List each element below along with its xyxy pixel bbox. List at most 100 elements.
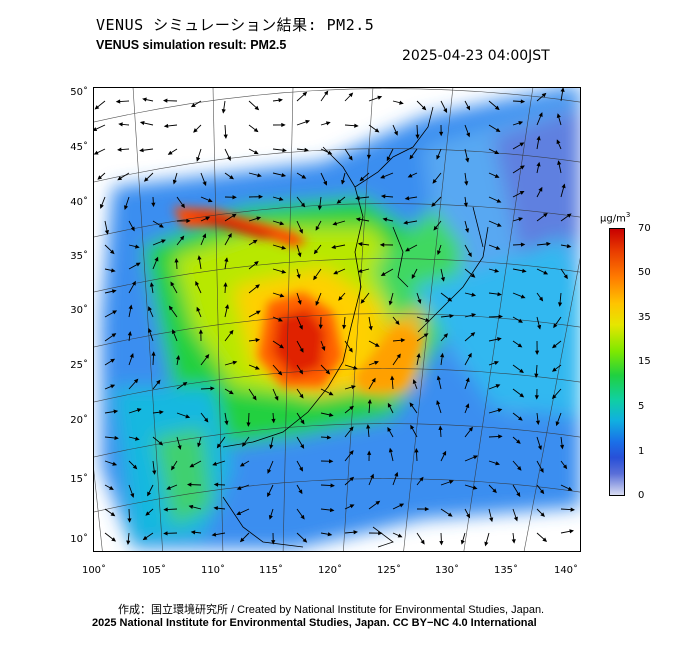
wind-vector-head <box>494 105 500 111</box>
wind-vector-head <box>375 500 381 506</box>
colorbar-tick: 70 <box>638 223 651 234</box>
wind-vector-head <box>333 270 339 275</box>
lon-label: 115˚ <box>258 565 284 576</box>
wind-vector-head <box>382 217 388 222</box>
wind-vector-head <box>421 105 427 111</box>
wind-vector-head <box>253 127 259 133</box>
wind-vector-head <box>110 384 116 389</box>
wind-vector-head <box>318 324 323 330</box>
wind-vector-head <box>115 99 121 104</box>
wind-vector-head <box>348 155 353 161</box>
colorbar-tick: 1 <box>638 446 645 457</box>
wind-vector-head <box>404 196 410 201</box>
wind-vector-head <box>327 532 333 537</box>
wind-vector-head <box>518 416 523 421</box>
wind-vector-head <box>196 156 201 162</box>
wind-vector-head <box>328 391 334 396</box>
wind-vector-head <box>538 296 544 302</box>
lon-label: 135˚ <box>493 565 519 576</box>
wind-vector-head <box>387 427 392 432</box>
wind-vector-head <box>149 282 154 287</box>
wind-vector-head <box>513 516 518 522</box>
wind-vector-head <box>366 154 372 160</box>
wind-vector-head <box>442 450 447 456</box>
wind-vector-head <box>111 537 117 542</box>
wind-vector-head <box>473 455 478 460</box>
wind-vector-head <box>196 306 201 312</box>
wind-vector-head <box>313 249 319 255</box>
wind-vector-head <box>447 512 453 517</box>
wind-vector-head <box>174 258 179 263</box>
wind-vector-head <box>465 157 470 163</box>
wind-vector-head <box>256 216 262 221</box>
wind-vector-head <box>534 395 539 400</box>
wind-vector-head <box>417 299 422 304</box>
colorbar-tick: 5 <box>638 401 645 412</box>
wind-vector-head <box>470 332 476 337</box>
wind-vector-head <box>143 177 149 182</box>
wind-vector-head <box>498 314 504 319</box>
wind-vector-head <box>232 360 238 365</box>
wind-vector-head <box>299 228 303 234</box>
wind-vector-head <box>570 507 575 512</box>
wind-vector-head <box>152 470 157 475</box>
wind-vector-head <box>519 191 525 195</box>
wind-vector-head <box>277 370 283 376</box>
wind-vector-head <box>190 530 196 535</box>
lon-label: 125˚ <box>376 565 402 576</box>
wind-vector-head <box>255 365 260 370</box>
wind-vector-head <box>255 284 260 289</box>
wind-vector-head <box>546 241 551 247</box>
wind-vector-head <box>390 375 395 381</box>
wind-vector-head <box>423 333 429 338</box>
wind-vector-head <box>300 514 305 520</box>
wind-vector-head <box>324 90 329 96</box>
wind-vector-head <box>315 301 320 306</box>
wind-vector-head <box>379 242 385 247</box>
wind-vector-head <box>536 161 541 167</box>
wind-vector-head <box>300 202 306 208</box>
wind-vector-head <box>552 394 557 400</box>
colorbar-tick: 35 <box>638 312 651 323</box>
wind-vector-head <box>496 198 502 203</box>
wind-vector-head <box>517 343 523 348</box>
copyright-line: 2025 National Institute for Environmenta… <box>92 617 537 629</box>
wind-vector-head <box>128 304 133 310</box>
wind-vector-head <box>212 461 217 466</box>
wind-vector-head <box>374 342 380 347</box>
wind-vector-head <box>494 174 500 178</box>
wind-vector-head <box>355 217 361 222</box>
wind-vector-head <box>129 353 134 358</box>
wind-vector-head <box>147 327 152 333</box>
wind-vector-head <box>156 379 161 385</box>
lat-label: 50˚ <box>70 87 88 98</box>
wind-vector-head <box>419 476 424 482</box>
wind-vector-head <box>468 426 473 432</box>
wind-vector-head <box>229 175 234 180</box>
wind-vector-head <box>186 482 192 487</box>
wind-vector-head <box>186 218 191 223</box>
wind-vector-head <box>180 203 185 209</box>
wind-vector-head <box>425 317 430 322</box>
wind-vector-head <box>139 121 145 126</box>
wind-vector-head <box>569 529 574 534</box>
wind-vector-head <box>400 338 406 343</box>
wind-vector-head <box>110 511 116 517</box>
wind-vector-head <box>393 130 398 136</box>
wind-vector-head <box>543 270 549 275</box>
wind-vector-head <box>109 249 115 255</box>
wind-vector-head <box>534 373 539 379</box>
wind-vector-head <box>271 418 276 424</box>
forecast-timestamp: 2025-04-23 04:00JST <box>402 48 550 64</box>
wind-vector-head <box>112 310 118 315</box>
wind-vector-head <box>185 414 191 419</box>
wind-vector-head <box>542 537 548 542</box>
title-english: VENUS simulation result: PM2.5 <box>96 38 287 52</box>
wind-vector-head <box>368 326 373 331</box>
wind-vector-head <box>269 444 274 450</box>
wind-vector-head <box>399 503 405 508</box>
wind-vector-head <box>520 294 526 299</box>
wind-vector-head <box>323 180 327 186</box>
wind-vector-head <box>190 103 196 108</box>
wind-vector-head <box>163 123 169 129</box>
